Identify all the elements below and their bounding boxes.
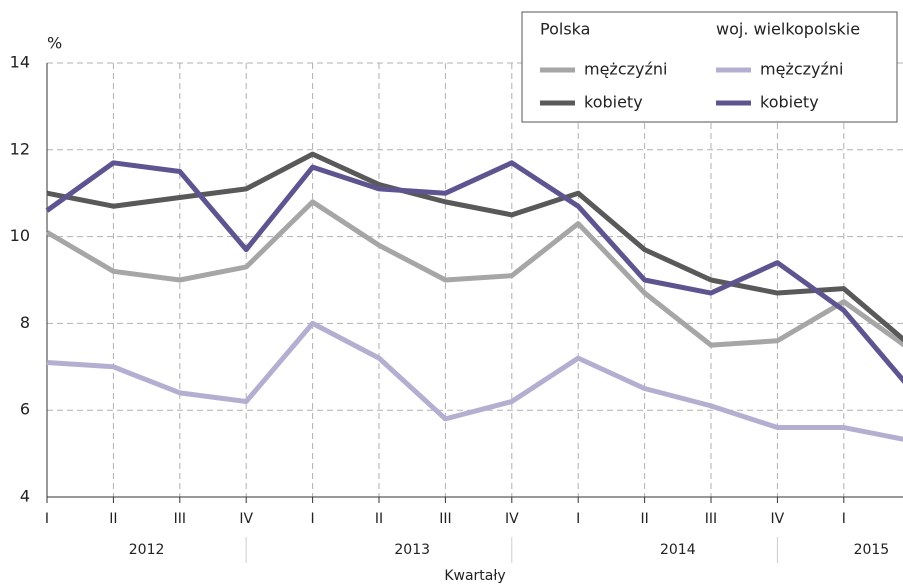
x-axis-title: Kwartały [444,568,505,584]
y-tick-label: 6 [20,400,30,419]
legend-box [521,11,898,123]
legend-group: woj. wielkopolskie [716,20,860,39]
x-tick-label: I [311,511,315,527]
x-tick-label: II [640,511,648,527]
x-tick-label: IV [771,511,785,527]
legend-label: mężczyźni [760,60,843,79]
x-tick-label: IV [505,511,519,527]
line [45,199,903,348]
line [45,160,903,384]
x-tick-label: I [842,511,846,527]
y-tick-label: 10 [10,226,30,245]
y-tick-label: 4 [20,487,30,506]
x-tick-label: III [174,511,186,527]
x-tick-label: II [109,511,117,527]
y-tick-label: 12 [10,139,30,158]
y-tick-label: 14 [10,53,30,72]
y-unit: % [47,34,62,53]
legend-label: kobiety [584,93,643,112]
year-label: 2012 [129,542,165,558]
x-tick-label: IV [239,511,253,527]
legend-label: kobiety [760,93,819,112]
y-tick-label: 8 [20,313,30,332]
legend-group: Polska [540,20,590,39]
x-tick-label: III [705,511,717,527]
x-tick-label: II [375,511,383,527]
legend-label: mężczyźni [584,60,667,79]
x-tick-label: I [45,511,49,527]
line [46,320,903,442]
x-tick-label: III [439,511,451,527]
year-label: 2015 [854,542,890,558]
x-tick-label: I [576,511,580,527]
line [46,151,903,343]
year-label: 2014 [660,542,696,558]
year-label: 2013 [394,542,430,558]
plot-area [45,151,903,442]
